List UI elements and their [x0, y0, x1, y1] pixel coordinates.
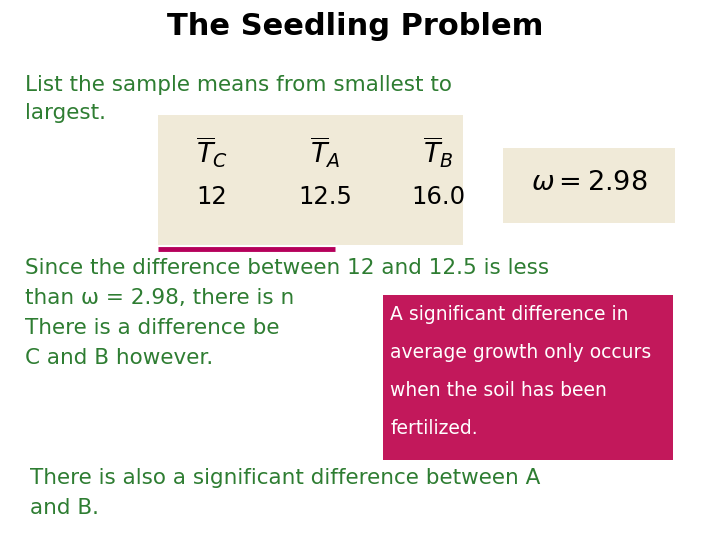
Text: 12: 12	[197, 185, 228, 209]
Text: when the soil has been: when the soil has been	[390, 381, 607, 400]
FancyBboxPatch shape	[382, 295, 673, 460]
Text: than ω = 2.98, there is n: than ω = 2.98, there is n	[24, 288, 294, 308]
Text: $\overline{T}_C$: $\overline{T}_C$	[196, 135, 228, 170]
Text: Since the difference between 12 and 12.5 is less: Since the difference between 12 and 12.5…	[24, 258, 549, 278]
Text: average growth only occurs: average growth only occurs	[390, 343, 652, 362]
Text: $\overline{T}_B$: $\overline{T}_B$	[423, 135, 454, 170]
Text: There is also a significant difference between A: There is also a significant difference b…	[30, 468, 540, 488]
FancyBboxPatch shape	[158, 115, 464, 245]
Text: $\omega = 2.98$: $\omega = 2.98$	[531, 171, 647, 197]
Text: largest.: largest.	[24, 103, 106, 123]
Text: There is a difference be: There is a difference be	[24, 318, 279, 338]
Text: C and B however.: C and B however.	[24, 348, 213, 368]
Text: A significant difference in: A significant difference in	[390, 305, 629, 324]
FancyBboxPatch shape	[503, 148, 675, 223]
Text: List the sample means from smallest to: List the sample means from smallest to	[24, 75, 451, 95]
Text: and B.: and B.	[30, 498, 99, 518]
Text: 12.5: 12.5	[298, 185, 352, 209]
Text: The Seedling Problem: The Seedling Problem	[167, 12, 543, 41]
Text: $\overline{T}_A$: $\overline{T}_A$	[310, 135, 341, 170]
Text: fertilized.: fertilized.	[390, 419, 478, 438]
Text: 16.0: 16.0	[412, 185, 466, 209]
